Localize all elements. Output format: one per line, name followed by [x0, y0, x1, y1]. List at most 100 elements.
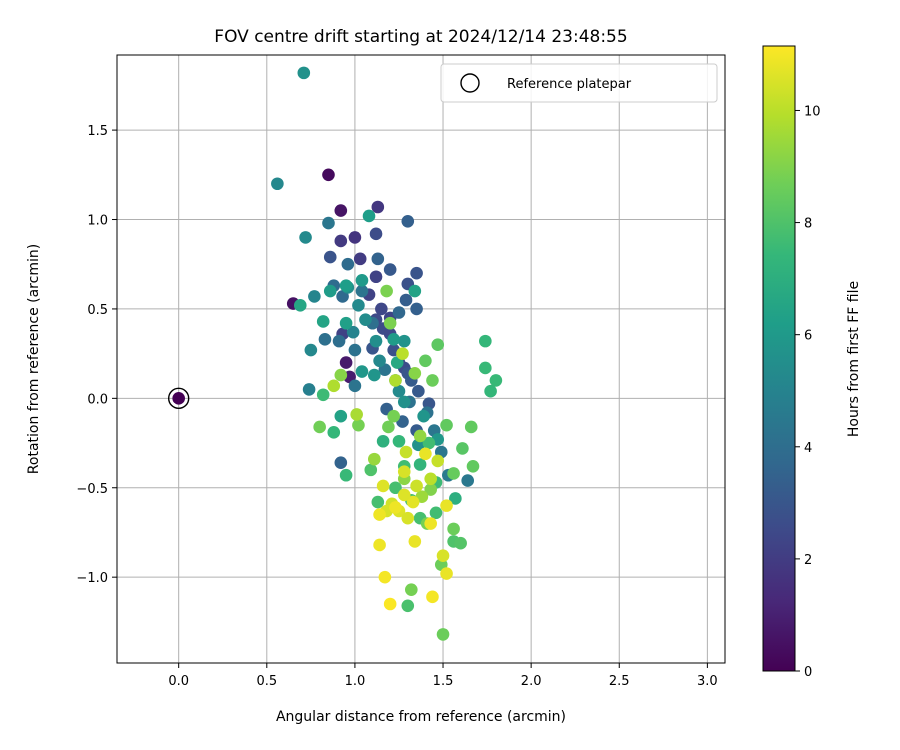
data-point	[431, 454, 445, 468]
colorbar-tick-label: 10	[804, 104, 821, 119]
data-point	[334, 204, 348, 217]
data-point	[396, 347, 409, 360]
data-point	[318, 333, 332, 346]
data-point	[334, 456, 348, 470]
data-point	[371, 495, 385, 509]
data-point	[367, 452, 381, 466]
data-point	[408, 284, 422, 298]
x-tick-label: 1.5	[433, 674, 454, 689]
data-point	[447, 522, 460, 536]
data-point	[322, 168, 335, 182]
data-point	[382, 420, 395, 434]
data-point	[431, 338, 445, 351]
y-tick-label: 1.5	[87, 124, 108, 139]
data-point	[436, 549, 450, 563]
x-tick-label: 2.5	[609, 674, 630, 689]
data-point	[355, 284, 369, 298]
data-point	[408, 535, 422, 548]
data-point	[401, 215, 415, 228]
data-point	[408, 367, 422, 380]
data-point	[479, 361, 492, 375]
data-point	[405, 583, 418, 596]
colorbar-tick-label: 8	[804, 217, 812, 232]
data-point	[334, 368, 348, 382]
x-axis-label: Angular distance from reference (arcmin)	[276, 709, 566, 725]
data-point	[454, 536, 467, 550]
data-point	[456, 442, 469, 455]
data-point	[350, 408, 363, 421]
colorbar-ticks: 0 2 4 6 8 10	[795, 104, 821, 680]
data-point	[297, 66, 311, 80]
data-point	[375, 302, 388, 316]
colorbar-tick-label: 4	[804, 441, 812, 456]
data-point	[424, 472, 437, 486]
data-point	[352, 299, 365, 312]
data-point	[334, 409, 348, 423]
data-point	[367, 368, 381, 382]
data-point	[346, 325, 360, 339]
data-point	[489, 374, 503, 387]
data-point	[447, 467, 460, 480]
data-point	[413, 429, 427, 443]
data-point	[387, 409, 400, 423]
data-point	[419, 354, 432, 368]
data-point	[392, 434, 406, 448]
data-point	[322, 216, 335, 230]
data-point	[316, 315, 330, 328]
legend-entry-reference-platepar: Reference platepar	[507, 77, 632, 92]
y-tick-label: −1.0	[76, 571, 108, 586]
x-tick-label: 0.5	[256, 674, 277, 689]
legend-marker-icon	[460, 73, 480, 93]
data-point	[380, 284, 393, 298]
colorbar-tick-label: 2	[804, 553, 812, 568]
data-point	[355, 274, 369, 287]
data-point	[392, 384, 406, 398]
x-axis-ticks: 0.0 0.5 1.0 1.5 2.0 2.5 3.0	[168, 663, 718, 689]
data-point	[316, 388, 330, 402]
data-point	[426, 590, 439, 604]
data-point	[424, 517, 437, 530]
data-point	[308, 290, 321, 303]
data-point	[299, 231, 312, 244]
data-point	[355, 365, 369, 378]
data-point	[371, 200, 385, 214]
x-tick-label: 3.0	[697, 674, 718, 689]
data-point	[383, 263, 397, 276]
data-point	[410, 479, 423, 493]
data-point	[359, 313, 372, 326]
data-point	[339, 468, 353, 482]
data-point	[323, 250, 337, 264]
data-point	[371, 252, 385, 266]
data-point	[369, 227, 383, 241]
data-point	[323, 284, 337, 298]
data-point	[399, 445, 413, 459]
data-point	[327, 379, 341, 393]
colorbar-tick-label: 0	[804, 665, 812, 680]
data-point	[389, 501, 402, 514]
reference-platepar-marker	[167, 387, 190, 410]
data-point	[348, 231, 362, 244]
data-point	[422, 436, 436, 450]
data-points	[167, 66, 503, 641]
data-point	[417, 409, 430, 423]
data-point	[401, 511, 415, 525]
data-point	[293, 299, 307, 312]
data-point	[373, 538, 386, 552]
data-point	[397, 488, 411, 502]
data-point	[399, 293, 413, 307]
data-point	[413, 458, 427, 471]
data-point	[376, 434, 390, 448]
data-point	[410, 302, 423, 316]
y-tick-label: −0.5	[76, 482, 108, 497]
chart-title: FOV centre drift starting at 2024/12/14 …	[214, 27, 627, 47]
y-axis-ticks: −1.0 −0.5 0.0 0.5 1.0 1.5	[76, 124, 117, 586]
colorbar-label: Hours from first FF file	[846, 281, 862, 437]
data-point	[364, 463, 378, 477]
data-point	[406, 495, 420, 509]
colorbar: 0 2 4 6 8 10 Hours from first FF file	[762, 45, 862, 680]
data-point	[348, 343, 362, 357]
data-point	[302, 383, 316, 396]
data-point	[401, 599, 415, 613]
data-point	[397, 465, 411, 478]
